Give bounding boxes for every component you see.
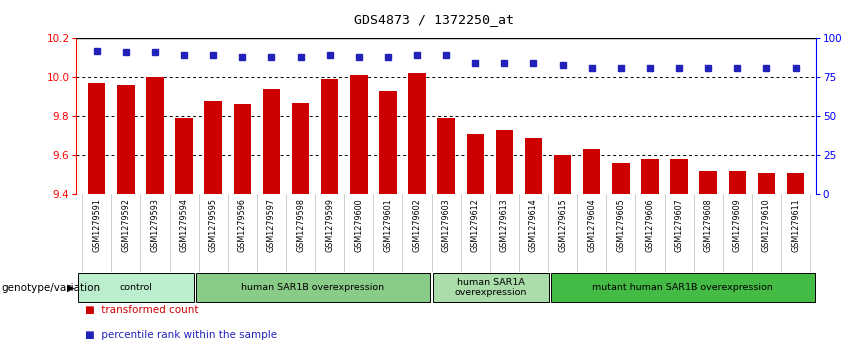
Text: GSM1279611: GSM1279611 <box>791 198 800 252</box>
Text: GSM1279609: GSM1279609 <box>733 198 742 252</box>
Bar <box>350 75 367 194</box>
FancyBboxPatch shape <box>432 273 549 302</box>
Text: GSM1279598: GSM1279598 <box>296 198 305 252</box>
Text: GSM1279597: GSM1279597 <box>267 198 276 252</box>
Text: GSM1279606: GSM1279606 <box>646 198 654 252</box>
Text: GSM1279605: GSM1279605 <box>616 198 625 252</box>
Bar <box>758 173 775 194</box>
Text: GSM1279613: GSM1279613 <box>500 198 509 252</box>
Text: GSM1279602: GSM1279602 <box>412 198 422 252</box>
Bar <box>292 102 309 194</box>
Text: GSM1279615: GSM1279615 <box>558 198 567 252</box>
Bar <box>728 171 746 194</box>
Bar <box>205 101 222 194</box>
FancyBboxPatch shape <box>551 273 815 302</box>
Bar <box>466 134 484 194</box>
Text: GSM1279608: GSM1279608 <box>704 198 713 252</box>
Bar <box>700 171 717 194</box>
Bar <box>379 91 397 194</box>
Text: GSM1279595: GSM1279595 <box>208 198 218 252</box>
Bar <box>612 163 629 194</box>
Text: genotype/variation: genotype/variation <box>2 283 101 293</box>
Text: ■  percentile rank within the sample: ■ percentile rank within the sample <box>85 330 277 340</box>
Text: GSM1279599: GSM1279599 <box>326 198 334 252</box>
Text: GSM1279600: GSM1279600 <box>354 198 364 252</box>
Text: GSM1279592: GSM1279592 <box>122 198 130 252</box>
Text: GSM1279603: GSM1279603 <box>442 198 450 252</box>
Text: GSM1279594: GSM1279594 <box>180 198 188 252</box>
Bar <box>175 118 193 194</box>
Text: GSM1279614: GSM1279614 <box>529 198 538 252</box>
Text: human SAR1B overexpression: human SAR1B overexpression <box>241 283 385 292</box>
Bar <box>786 173 805 194</box>
Text: GSM1279610: GSM1279610 <box>762 198 771 252</box>
Bar <box>583 149 601 194</box>
Text: GSM1279596: GSM1279596 <box>238 198 247 252</box>
Bar <box>88 83 106 194</box>
Bar <box>321 79 339 194</box>
Text: GSM1279604: GSM1279604 <box>588 198 596 252</box>
Text: human SAR1A
overexpression: human SAR1A overexpression <box>454 278 527 297</box>
Text: GSM1279593: GSM1279593 <box>150 198 160 252</box>
Bar <box>147 77 164 194</box>
Text: ■  transformed count: ■ transformed count <box>85 305 199 315</box>
Bar <box>233 105 251 194</box>
Text: GSM1279607: GSM1279607 <box>674 198 684 252</box>
FancyBboxPatch shape <box>196 273 431 302</box>
Bar <box>437 118 455 194</box>
Text: GDS4873 / 1372250_at: GDS4873 / 1372250_at <box>354 13 514 26</box>
Bar <box>263 89 280 194</box>
Bar <box>670 159 687 194</box>
Text: GSM1279601: GSM1279601 <box>384 198 392 252</box>
Bar <box>554 155 571 194</box>
Bar <box>408 73 426 194</box>
Bar <box>525 138 542 194</box>
Text: control: control <box>119 283 152 292</box>
Bar <box>117 85 135 194</box>
Text: GSM1279612: GSM1279612 <box>470 198 480 252</box>
Text: mutant human SAR1B overexpression: mutant human SAR1B overexpression <box>593 283 773 292</box>
FancyBboxPatch shape <box>77 273 194 302</box>
Text: ▶: ▶ <box>68 283 75 293</box>
Text: GSM1279591: GSM1279591 <box>92 198 102 252</box>
Bar <box>496 130 513 194</box>
Bar <box>641 159 659 194</box>
